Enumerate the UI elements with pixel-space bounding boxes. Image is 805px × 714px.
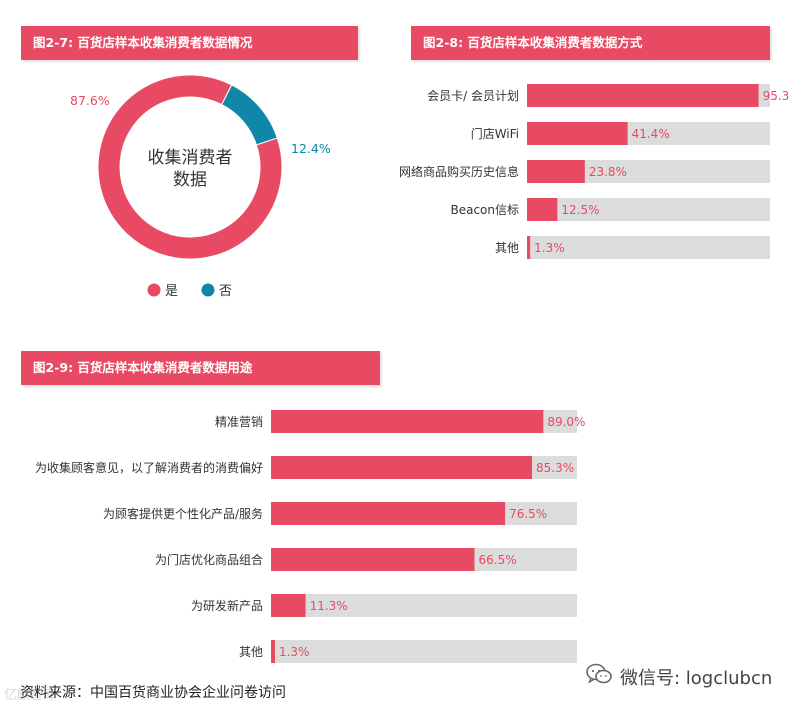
legend-label-yes: 是 [165, 284, 178, 299]
bar-track [527, 160, 770, 183]
bar [271, 456, 533, 479]
bar-track [527, 198, 770, 221]
data-label: 66.5% [478, 553, 516, 567]
watermark-text: 亿欧智库 [4, 688, 57, 703]
bar [271, 548, 475, 571]
chart-title-2-8: 图2-8: 百货店样本收集消费者数据方式 [411, 26, 770, 60]
category-label: 其他 [239, 645, 263, 659]
category-label: Beacon信标 [450, 203, 519, 217]
category-label: 精准营销 [215, 415, 263, 429]
bar [527, 160, 585, 183]
wechat-icon [586, 663, 612, 690]
bar [271, 410, 544, 433]
donut-chart: 收集消费者数据 87.6% 12.4% 是 否 [70, 74, 331, 299]
bar [527, 236, 531, 259]
bar [271, 640, 275, 663]
data-label: 95.3 [763, 89, 790, 103]
data-label: 12.5% [561, 203, 599, 217]
bar-track [271, 594, 577, 617]
bar-track [527, 236, 770, 259]
data-label: 89.0% [547, 415, 585, 429]
bar [271, 594, 306, 617]
donut-center-label: 收集消费者 [148, 148, 233, 168]
data-usage-chart: 精准营销 89.0% 为收集顾客意见，以了解消费者的消费偏好 85.3% 为顾客提供更个… [35, 410, 585, 663]
data-label: 11.3% [310, 599, 348, 613]
bar-track [271, 640, 577, 663]
bar [527, 198, 558, 221]
data-label: 85.3% [536, 461, 574, 475]
bar [527, 84, 759, 107]
category-label: 门店WiFi [471, 126, 519, 141]
data-label: 41.4% [632, 127, 670, 141]
source-note: 资料来源：中国百货商业协会企业问卷访问 [20, 685, 286, 701]
donut-center-label: 数据 [173, 170, 207, 190]
donut-value-label-no: 12.4% [291, 141, 331, 156]
legend-label-no: 否 [219, 284, 232, 299]
category-label: 为顾客提供更个性化产品/服务 [103, 506, 263, 521]
category-label: 会员卡/ 会员计划 [427, 89, 519, 103]
wechat-id: 微信号: logclubcn [586, 663, 772, 690]
data-label: 23.8% [589, 165, 627, 179]
wechat-label: 微信号: logclubcn [620, 667, 773, 689]
bar [527, 122, 628, 145]
category-label: 其他 [495, 241, 519, 255]
data-label: 1.3% [534, 241, 565, 255]
donut-slice-no [221, 84, 278, 146]
chart-title-2-9: 图2-9: 百货店样本收集消费者数据用途 [21, 351, 380, 385]
donut-value-label-yes: 87.6% [70, 93, 110, 108]
category-label: 为研发新产品 [191, 598, 263, 613]
donut-slice-yes [97, 74, 283, 260]
bar [271, 502, 506, 525]
legend-marker-no [201, 283, 215, 297]
legend-marker-yes [147, 283, 161, 297]
chart-title-2-7: 图2-7: 百货店样本收集消费者数据情况 [21, 26, 358, 60]
category-label: 为收集顾客意见，以了解消费者的消费偏好 [35, 460, 263, 475]
category-label: 为门店优化商品组合 [155, 552, 263, 567]
data-label: 76.5% [509, 507, 547, 521]
collection-methods-chart: 会员卡/ 会员计划 95.3 门店WiFi 41.4% 网络商品购买历史信息 23.8% B… [400, 84, 790, 259]
category-label: 网络商品购买历史信息 [400, 164, 519, 179]
data-label: 1.3% [279, 645, 310, 659]
